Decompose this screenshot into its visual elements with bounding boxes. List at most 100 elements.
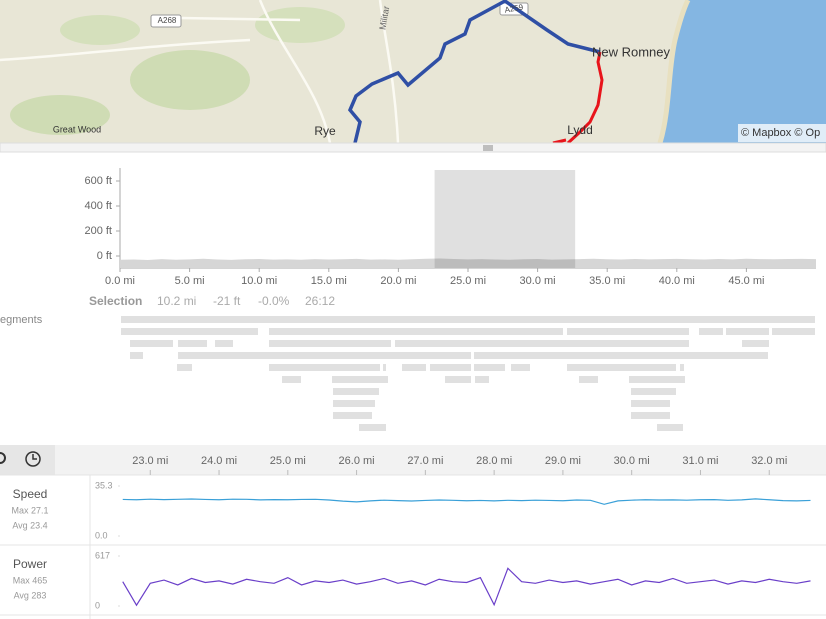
segment-bar[interactable] — [657, 424, 683, 431]
toolbar-tabs — [0, 445, 55, 475]
selection-grade: -0.0% — [258, 294, 290, 308]
resize-handle[interactable] — [483, 145, 493, 151]
toolbar — [0, 445, 826, 475]
segment-bar[interactable] — [680, 364, 684, 371]
x-tick-label: 28.0 mi — [476, 455, 512, 467]
segment-bar[interactable] — [402, 364, 426, 371]
segment-bar[interactable] — [333, 412, 372, 419]
map-label: A268 — [158, 16, 177, 25]
segment-bar[interactable] — [631, 412, 670, 419]
power-max: Max 465 — [13, 575, 48, 585]
segment-bar[interactable] — [474, 364, 505, 371]
segment-bar[interactable] — [474, 352, 768, 359]
segment-bar[interactable] — [567, 328, 689, 335]
selection-distance: 10.2 mi — [157, 294, 196, 308]
selection-window[interactable] — [434, 170, 576, 268]
x-tick-label: 15.0 mi — [311, 275, 347, 287]
segment-bar[interactable] — [699, 328, 723, 335]
selection-label: Selection — [89, 294, 142, 308]
map-label: A259 — [504, 2, 525, 14]
map-label: Rye — [314, 124, 336, 138]
segment-bar[interactable] — [430, 364, 471, 371]
y-tick-label: 0 — [95, 600, 100, 610]
segment-bar[interactable] — [269, 328, 563, 335]
segment-bar[interactable] — [178, 352, 471, 359]
map-label: Lydd — [567, 123, 593, 137]
stream-line — [122, 567, 811, 607]
elevation-area — [120, 258, 816, 268]
x-tick-label: 24.0 mi — [201, 455, 237, 467]
segment-bar[interactable] — [332, 376, 388, 383]
map-shore — [657, 0, 691, 144]
x-tick-label: 31.0 mi — [682, 455, 718, 467]
segment-bar[interactable] — [130, 340, 173, 347]
x-tick-label: 45.0 mi — [728, 275, 764, 287]
segment-bar[interactable] — [178, 340, 207, 347]
segment-bar[interactable] — [631, 400, 670, 407]
map-label: New Romney — [592, 44, 671, 59]
segment-bar[interactable] — [121, 328, 258, 335]
clock-icon[interactable] — [25, 451, 41, 467]
map-wood — [10, 95, 110, 135]
stream-line — [122, 498, 811, 505]
map-road — [0, 0, 400, 144]
y-tick-label: 200 ft — [84, 225, 112, 237]
y-tick-label: 617 — [95, 550, 110, 560]
segment-bar[interactable] — [282, 376, 301, 383]
x-tick-label: 32.0 mi — [751, 455, 787, 467]
clock-hands — [32, 454, 37, 460]
segment-bar[interactable] — [579, 376, 598, 383]
segment-bar[interactable] — [475, 376, 489, 383]
route-blue — [347, 0, 601, 144]
segment-bar[interactable] — [130, 352, 143, 359]
speed-title: Speed — [13, 487, 48, 501]
attribution-box — [738, 124, 826, 142]
segment-bar[interactable] — [772, 328, 815, 335]
pin-icon[interactable] — [0, 452, 6, 464]
power-title: Power — [13, 557, 47, 571]
x-tick-label: 23.0 mi — [132, 455, 168, 467]
x-tick-label: 27.0 mi — [407, 455, 443, 467]
segment-bar[interactable] — [567, 364, 676, 371]
x-tick-label: 5.0 mi — [175, 275, 205, 287]
x-tick-label: 25.0 mi — [270, 455, 306, 467]
power-avg: Avg 283 — [14, 590, 47, 600]
segment-bar[interactable] — [333, 388, 379, 395]
resize-bar[interactable] — [0, 142, 826, 153]
segment-bar[interactable] — [269, 364, 380, 371]
y-tick-label: 0 ft — [97, 250, 112, 262]
x-tick-label: 29.0 mi — [545, 455, 581, 467]
segment-bar[interactable] — [269, 340, 391, 347]
x-tick-label: 10.0 mi — [241, 275, 277, 287]
x-tick-label: 40.0 mi — [659, 275, 695, 287]
y-tick-label: 35.3 — [95, 480, 113, 490]
y-tick-label: 0.0 — [95, 530, 108, 540]
segment-bar[interactable] — [445, 376, 471, 383]
route-red — [566, 51, 604, 145]
segment-bar[interactable] — [215, 340, 233, 347]
y-tick-label: 400 ft — [84, 200, 112, 212]
segment-bar[interactable] — [631, 388, 676, 395]
segment-bar[interactable] — [177, 364, 192, 371]
map-wood — [60, 15, 140, 45]
speed-max: Max 27.1 — [11, 505, 48, 515]
speed-avg: Avg 23.4 — [12, 520, 47, 530]
segment-bar[interactable] — [121, 316, 815, 323]
segment-bar[interactable] — [359, 424, 386, 431]
segment-bar[interactable] — [333, 400, 375, 407]
selection-elevation: -21 ft — [213, 294, 241, 308]
x-tick-label: 35.0 mi — [589, 275, 625, 287]
segment-bar[interactable] — [742, 340, 769, 347]
segment-bar[interactable] — [726, 328, 769, 335]
segment-bar[interactable] — [511, 364, 530, 371]
map-label: Great Wood — [53, 124, 101, 134]
x-tick-label: 30.0 mi — [614, 455, 650, 467]
segment-bar[interactable] — [629, 376, 685, 383]
x-tick-label: 0.0 mi — [105, 275, 135, 287]
segments-label: egments — [0, 314, 43, 326]
segment-bar[interactable] — [383, 364, 386, 371]
map-attribution[interactable]: © Mapbox © Op — [741, 127, 820, 139]
segment-bar[interactable] — [395, 340, 689, 347]
map-wood — [130, 50, 250, 110]
map[interactable] — [0, 0, 826, 145]
